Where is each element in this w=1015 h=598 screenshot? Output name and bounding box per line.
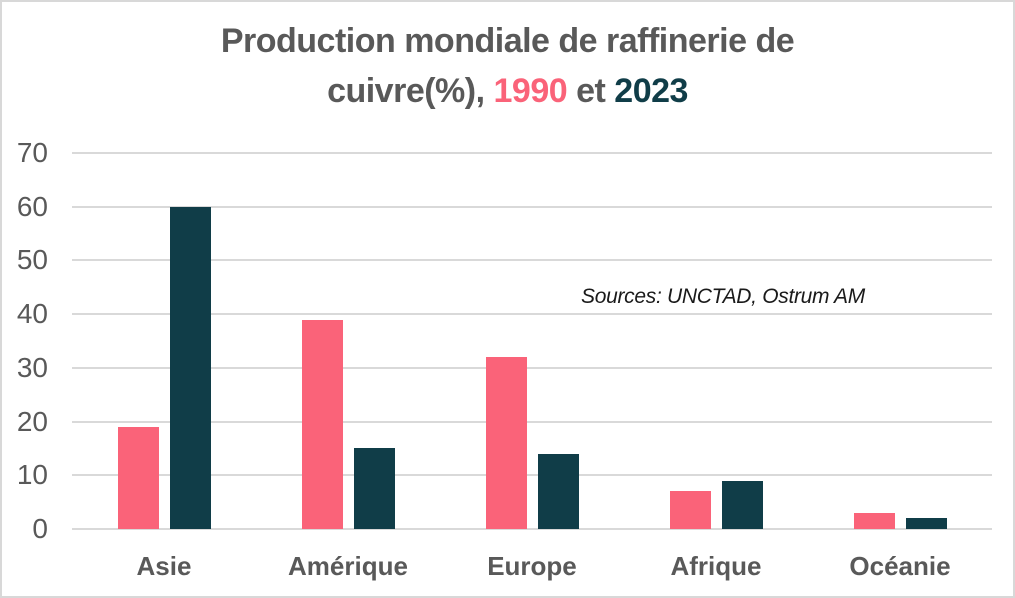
gridline-60	[72, 205, 992, 208]
bar-2023-Asie	[169, 206, 211, 529]
gridline-50	[72, 259, 992, 262]
x-category-label-4: Afrique	[670, 551, 762, 581]
gridline-70	[72, 152, 992, 154]
bar-2023-Europe	[537, 453, 579, 529]
y-tick-label-70: 70	[16, 137, 48, 168]
chart-title-line2: cuivre(%), 1990 et 2023	[2, 66, 1013, 116]
chart-title-line1: Production mondiale de raffinerie de	[220, 22, 795, 60]
sources-annotation: Sources: UNCTAD, Ostrum AM	[581, 285, 865, 308]
gridline-0	[72, 528, 992, 530]
gridline-20	[72, 420, 992, 423]
bar-1990-Océanie	[853, 512, 895, 529]
x-category-label-5: Océanie	[849, 551, 951, 581]
bar-1990-Afrique	[669, 491, 711, 529]
chart-title-line2-prefix: cuivre(%),	[327, 72, 494, 110]
y-tick-label-50: 50	[16, 244, 48, 276]
y-tick-label-10: 10	[16, 459, 48, 491]
x-category-label-3: Europe	[487, 551, 577, 581]
chart-title-line2-middle: et	[567, 72, 615, 110]
gridline-40	[72, 313, 992, 316]
y-tick-label-30: 30	[16, 351, 48, 383]
gridline-10	[72, 474, 992, 477]
title-year-2023: 2023	[614, 72, 688, 110]
x-category-label-2: Amérique	[288, 551, 408, 581]
chart-title: Production mondiale de raffinerie de cui…	[2, 16, 1013, 116]
y-tick-label-40: 40	[16, 298, 48, 330]
bar-1990-Asie	[117, 426, 159, 529]
x-category-label-1: Asie	[136, 551, 192, 581]
bar-1990-Amérique	[301, 319, 343, 529]
title-year-1990: 1990	[493, 72, 568, 110]
bar-1990-Europe	[485, 357, 527, 529]
bar-2023-Amérique	[353, 448, 395, 529]
y-tick-label-20: 20	[16, 405, 48, 437]
bar-2023-Océanie	[905, 518, 947, 529]
gridline-30	[72, 366, 992, 369]
y-tick-label-0: 0	[32, 513, 48, 544]
y-tick-label-60: 60	[16, 190, 48, 222]
bar-2023-Afrique	[721, 480, 763, 529]
